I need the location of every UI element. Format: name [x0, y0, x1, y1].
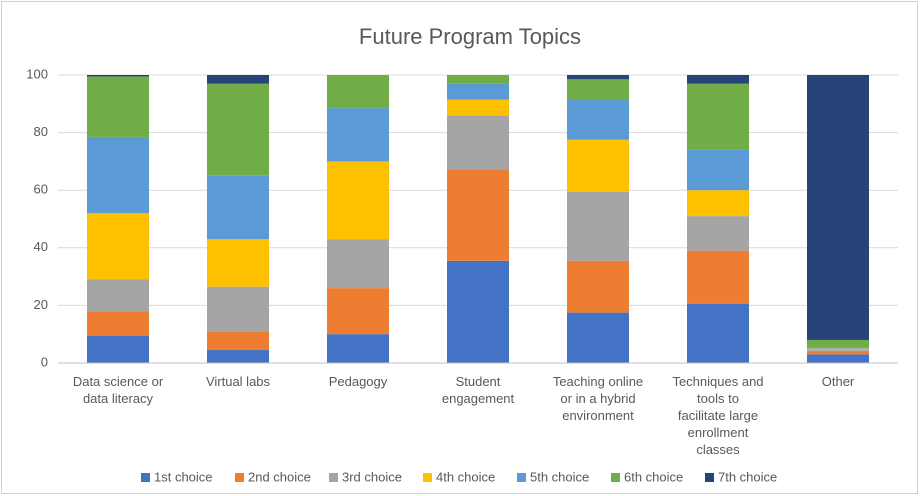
- bar-segment: [567, 79, 629, 100]
- y-tick-label: 80: [34, 124, 48, 139]
- bar-segment: [687, 75, 749, 84]
- bar-segment: [447, 99, 509, 116]
- bar-segment: [207, 286, 269, 332]
- legend-label: 1st choice: [154, 469, 213, 484]
- y-tick-label: 60: [34, 182, 48, 197]
- y-tick-label: 100: [26, 66, 48, 81]
- legend-label: 7th choice: [718, 469, 777, 484]
- bar-segment: [447, 260, 509, 363]
- legend-label: 3rd choice: [342, 469, 402, 484]
- bar-segment: [207, 75, 269, 84]
- bar-segment: [87, 213, 149, 280]
- bar-segment: [327, 239, 389, 289]
- bar-segment: [687, 190, 749, 217]
- y-tick-label: 0: [41, 354, 48, 369]
- legend-swatch: [329, 473, 338, 482]
- bar-segment: [807, 339, 869, 348]
- chart-title: Future Program Topics: [359, 24, 581, 49]
- bar-segment: [87, 76, 149, 137]
- bar-segment: [207, 239, 269, 287]
- bar-segment: [447, 75, 509, 84]
- bar-segment: [567, 260, 629, 313]
- bar-segment: [87, 335, 149, 363]
- bar-segment: [807, 351, 869, 355]
- bar-segment: [567, 139, 629, 192]
- bar-segment: [687, 303, 749, 363]
- bar-segment: [687, 83, 749, 150]
- legend-swatch: [235, 473, 244, 482]
- bar-segment: [567, 312, 629, 363]
- bar-segment: [687, 250, 749, 304]
- bar-segment: [687, 216, 749, 251]
- bar-segment: [567, 191, 629, 261]
- bar-segment: [327, 108, 389, 162]
- bar-segment: [87, 279, 149, 312]
- bar-segment: [807, 347, 869, 349]
- bar-segment: [207, 175, 269, 240]
- bar-segment: [807, 354, 869, 363]
- bar-segment: [327, 161, 389, 240]
- legend-label: 2nd choice: [248, 469, 311, 484]
- x-tick-label: Data science or data literacy: [73, 374, 164, 406]
- x-tick-label: Techniques and tools to facilitate large en…: [672, 374, 763, 457]
- legend-label: 4th choice: [436, 469, 495, 484]
- bar-segment: [807, 348, 869, 351]
- x-tick-label: Student engagement: [442, 374, 515, 406]
- bar-segment: [567, 99, 629, 140]
- bar-segment: [447, 115, 509, 171]
- bar-segment: [447, 83, 509, 100]
- legend-label: 5th choice: [530, 469, 589, 484]
- x-tick-label: Teaching online or in a hybrid environment: [553, 374, 643, 423]
- x-tick-label: Other: [822, 374, 855, 389]
- x-tick-label: Pedagogy: [329, 374, 388, 389]
- bar-segment: [327, 75, 389, 109]
- bar-segment: [687, 149, 749, 191]
- y-tick-label: 20: [34, 297, 48, 312]
- x-tick-label: Virtual labs: [206, 374, 271, 389]
- y-tick-label: 40: [34, 239, 48, 254]
- bar-segment: [207, 350, 269, 363]
- legend-swatch: [423, 473, 432, 482]
- bar-segment: [807, 350, 869, 352]
- bar-segment: [87, 75, 149, 77]
- bar-segment: [87, 311, 149, 336]
- bar-segment: [87, 136, 149, 214]
- legend-swatch: [517, 473, 526, 482]
- legend-swatch: [705, 473, 714, 482]
- legend-label: 6th choice: [624, 469, 683, 484]
- bar-segment: [327, 288, 389, 335]
- bar-segment: [207, 83, 269, 176]
- bar-segment: [807, 75, 869, 340]
- bar-segment: [327, 334, 389, 363]
- bar-segment: [207, 331, 269, 351]
- legend-swatch: [611, 473, 620, 482]
- bar-segment: [447, 170, 509, 261]
- bar-segment: [567, 75, 629, 80]
- legend-swatch: [141, 473, 150, 482]
